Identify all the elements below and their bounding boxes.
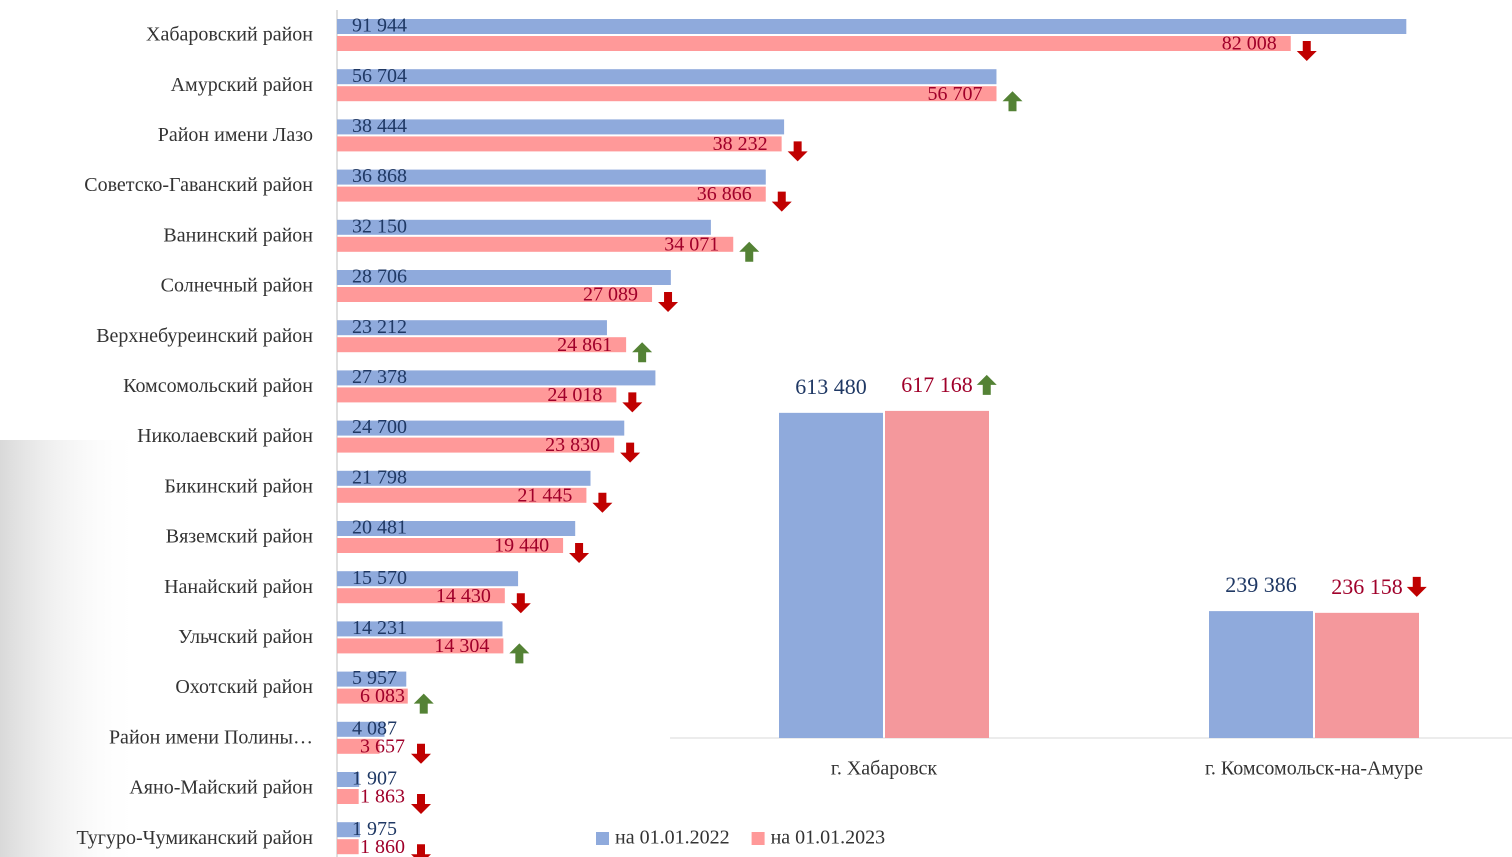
legend-label: на 01.01.2023 (771, 827, 886, 849)
bar (885, 411, 989, 738)
category-label: Район имени Полины… (109, 726, 313, 748)
value-label: 32 150 (352, 215, 407, 237)
value-label: 23 212 (352, 316, 407, 338)
x-tick-label: г. Комсомольск-на-Амуре (1205, 758, 1423, 780)
value-label: 19 440 (494, 535, 549, 557)
trend-arrow (772, 192, 792, 212)
value-label: 56 704 (352, 65, 407, 87)
category-label: Комсомольский район (123, 375, 313, 397)
category-label: Ванинский район (163, 224, 313, 246)
value-label: 23 830 (545, 434, 600, 456)
value-label: 14 231 (352, 617, 407, 639)
value-label: 15 570 (352, 567, 407, 589)
category-label: Советско-Гаванский район (84, 174, 313, 196)
value-label: 21 445 (517, 484, 572, 506)
value-label: 56 707 (928, 83, 983, 105)
trend-arrow (739, 242, 759, 262)
value-label: 21 798 (352, 466, 407, 488)
trend-arrow (620, 443, 640, 463)
category-label: Нанайский район (164, 576, 313, 598)
trend-arrow (592, 493, 612, 513)
value-label: 24 861 (557, 334, 612, 356)
trend-arrow (411, 794, 431, 814)
category-label: Охотский район (175, 676, 313, 698)
bar (779, 413, 883, 738)
value-label: 82 008 (1222, 33, 1277, 55)
bar (1315, 613, 1419, 738)
category-label: Бикинский район (164, 475, 313, 497)
value-label: 14 430 (436, 585, 491, 607)
value-label: 6 083 (360, 685, 405, 707)
value-label: 613 480 (795, 374, 867, 399)
trend-arrow (977, 375, 997, 395)
value-label: 3 657 (360, 735, 405, 757)
value-label: 617 168 (901, 372, 973, 397)
value-label: 27 378 (352, 366, 407, 388)
legend-label: на 01.01.2022 (615, 827, 730, 849)
bar (337, 36, 1291, 51)
background (0, 440, 140, 857)
trend-arrow (1003, 91, 1023, 111)
trend-arrow (411, 844, 431, 857)
value-label: 14 304 (434, 635, 489, 657)
bar (337, 839, 359, 854)
category-label: Николаевский район (137, 425, 313, 447)
value-label: 24 018 (547, 384, 602, 406)
trend-arrow (414, 694, 434, 714)
category-label: Вяземский район (166, 526, 314, 548)
bar (337, 789, 359, 804)
bar (337, 69, 996, 84)
category-label: Район имени Лазо (158, 124, 313, 146)
value-label: 36 866 (697, 183, 752, 205)
value-label: 91 944 (352, 15, 407, 37)
chart: Хабаровский район 91 944 82 008 Амурский ра… (0, 0, 1512, 857)
value-label: 24 700 (352, 416, 407, 438)
value-label: 239 386 (1225, 572, 1297, 597)
value-label: 236 158 (1331, 574, 1403, 599)
category-label: Аяно-Майский район (129, 777, 313, 799)
category-label: Солнечный район (161, 275, 314, 297)
legend-swatch (596, 832, 609, 845)
value-label: 38 444 (352, 115, 407, 137)
category-label: Тугуро-Чумиканский район (77, 827, 314, 849)
trend-arrow (511, 593, 531, 613)
bar (1209, 611, 1313, 738)
category-label: Ульчский район (178, 626, 313, 648)
value-label: 1 860 (360, 836, 405, 857)
category-label: Хабаровский район (146, 24, 313, 46)
value-label: 38 232 (713, 133, 768, 155)
value-label: 36 868 (352, 165, 407, 187)
legend-swatch (752, 832, 765, 845)
trend-arrow (509, 643, 529, 663)
value-label: 20 481 (352, 517, 407, 539)
value-label: 1 863 (360, 786, 405, 808)
x-tick-label: г. Хабаровск (831, 758, 938, 780)
trend-arrow (632, 342, 652, 362)
trend-arrow (1407, 577, 1427, 597)
value-label: 34 071 (664, 233, 719, 255)
category-label: Амурский район (171, 74, 314, 96)
category-label: Верхнебуреинский район (96, 325, 313, 347)
value-label: 27 089 (583, 284, 638, 306)
trend-arrow (569, 543, 589, 563)
trend-arrow (1297, 41, 1317, 61)
trend-arrow (622, 392, 642, 412)
trend-arrow (788, 141, 808, 161)
trend-arrow (411, 744, 431, 764)
trend-arrow (658, 292, 678, 312)
bar (337, 86, 997, 101)
value-label: 28 706 (352, 266, 407, 288)
